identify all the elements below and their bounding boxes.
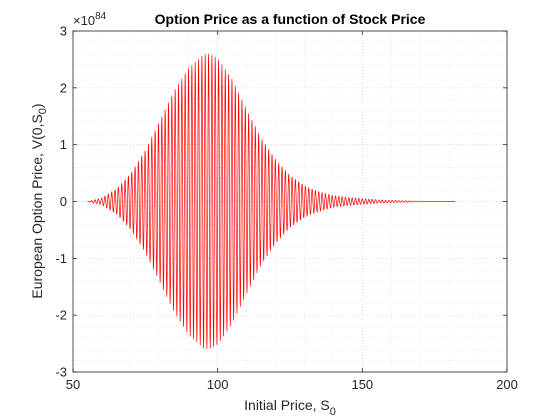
y-tick-label: 3 <box>60 24 67 39</box>
x-axis-title: Initial Price, S0 <box>244 397 336 418</box>
y-axis-title: European Option Price, V(0,S0) <box>29 103 49 298</box>
series-layer <box>87 53 455 349</box>
y-tick-labels: 3 2 1 0 -1 -2 -3 <box>55 24 67 380</box>
y-multiplier-label: ×1084 <box>73 11 107 28</box>
y-axis-title-prefix: European Option Price, V(0,S <box>29 114 45 298</box>
x-axis-title-subscript: 0 <box>330 406 336 418</box>
y-tick-label: -2 <box>55 308 67 323</box>
x-tick-labels: 50 100 150 200 <box>66 377 518 392</box>
series-line <box>87 53 455 349</box>
y-tick-label: -1 <box>55 251 67 266</box>
chart-title: Option Price as a function of Stock Pric… <box>155 11 426 27</box>
y-axis-title-subscript: 0 <box>37 108 49 114</box>
x-tick-label: 50 <box>66 377 80 392</box>
x-tick-label: 150 <box>351 377 373 392</box>
y-axis-title-suffix: ) <box>29 103 45 108</box>
y-tick-label: 2 <box>60 80 67 95</box>
grid <box>72 30 508 373</box>
x-axis-title-text: Initial Price, S <box>244 397 330 413</box>
x-tick-label: 200 <box>496 377 518 392</box>
y-multiplier-base: ×10 <box>73 13 95 28</box>
y-tick-label: -3 <box>55 365 67 380</box>
y-tick-label: 1 <box>60 137 67 152</box>
y-multiplier-exponent: 84 <box>95 11 107 22</box>
tick-marks <box>72 30 508 373</box>
y-tick-label: 0 <box>60 194 67 209</box>
x-tick-label: 100 <box>207 377 229 392</box>
